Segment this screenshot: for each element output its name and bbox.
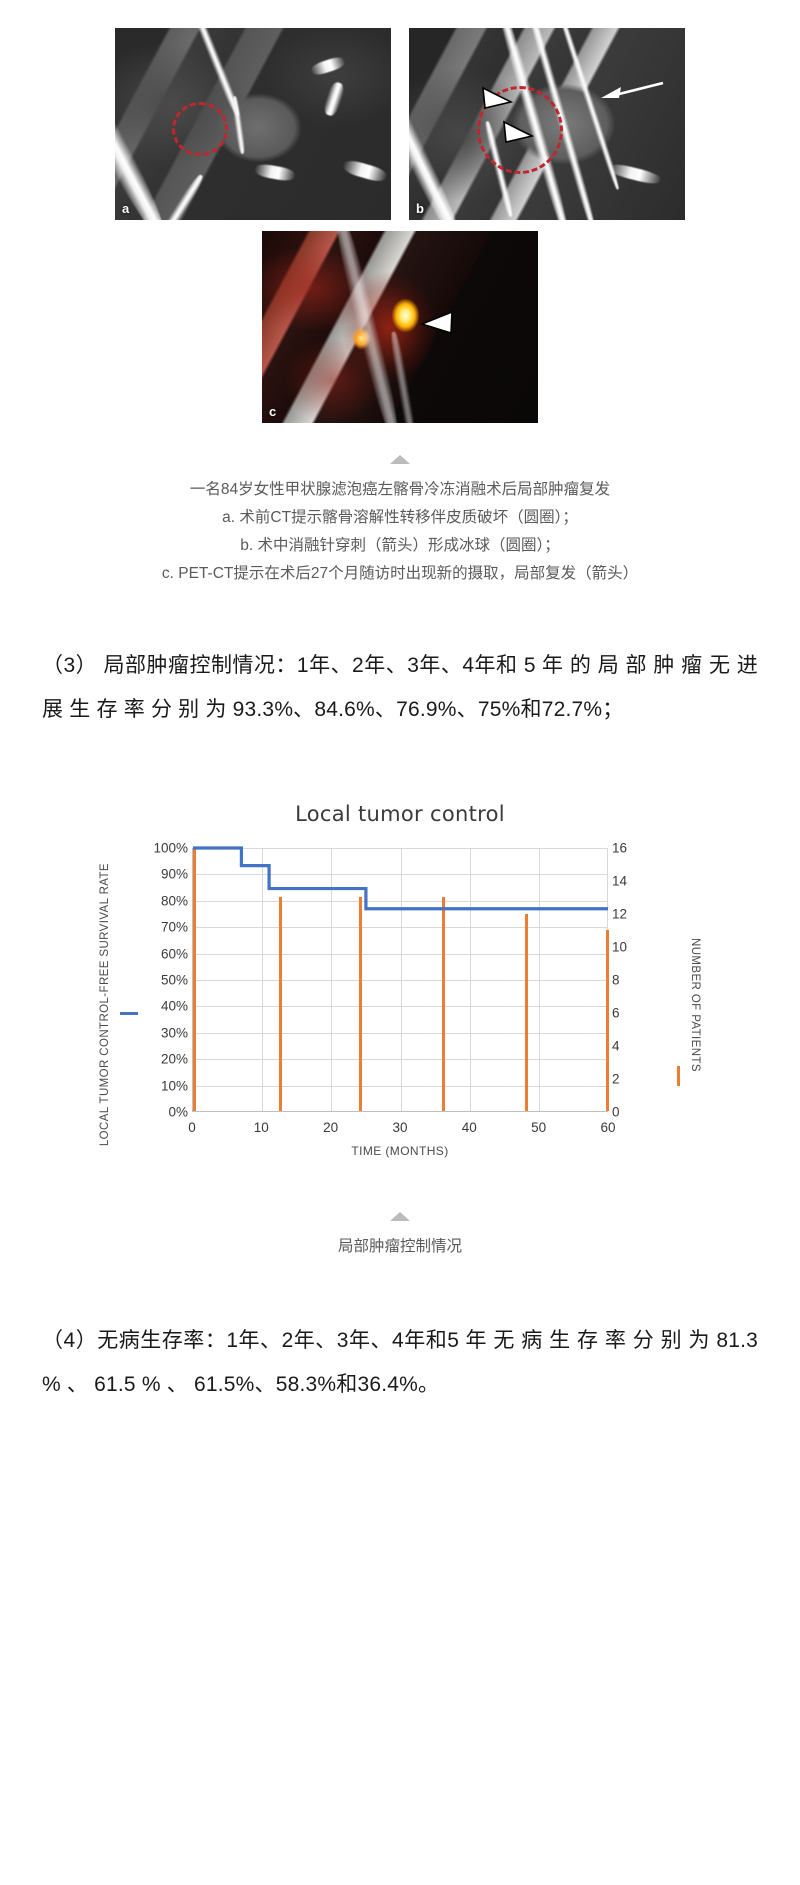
y-tick-label: 90% — [160, 866, 188, 882]
gridline-v — [262, 848, 264, 1111]
y2-tick-label: 14 — [612, 873, 628, 889]
y-axis-title-right: NUMBER OF PATIENTS — [684, 840, 706, 1170]
ct-image-row: a — [0, 28, 800, 220]
caption-line: a. 术前CT提示髂骨溶解性转移伴皮质破坏（圆圈）； — [222, 509, 578, 526]
petct-texture — [262, 231, 538, 423]
y2-tick-label: 0 — [612, 1104, 620, 1120]
y-tick-label: 100% — [153, 840, 188, 856]
paragraph-disease-free-survival: （4）无病生存率：1年、2年、3年、4年和5 年 无 病 生 存 率 分 别 为… — [42, 1329, 758, 1396]
petct-image: c — [262, 231, 538, 423]
x-tick-label: 20 — [323, 1120, 339, 1135]
figure1-caption: 一名84岁女性甲状腺滤泡癌左髂骨冷冻消融术后局部肿瘤复发 a. 术前CT提示髂骨… — [0, 476, 800, 588]
x-tick-label: 0 — [188, 1120, 196, 1135]
roi-circle-iceball — [477, 86, 563, 174]
gridline-v — [331, 848, 333, 1111]
triangle-up-icon — [390, 1212, 410, 1221]
arrowhead-icon — [503, 120, 535, 143]
chart-title: Local tumor control — [295, 802, 505, 826]
panel-letter-a: a — [122, 201, 130, 216]
long-arrow-icon — [601, 81, 664, 98]
intraop-ct-image: b — [409, 28, 685, 220]
x-axis-ticks: 0 10 20 30 40 50 60 — [188, 1120, 615, 1140]
caption-marker-1 — [0, 455, 800, 464]
patients-bar — [359, 897, 362, 1111]
y2-tick-label: 4 — [612, 1038, 620, 1054]
x-tick-label: 40 — [461, 1120, 477, 1135]
y-tick-label: 50% — [160, 972, 188, 988]
y2-tick-label: 16 — [612, 840, 628, 856]
panel-letter-c: c — [269, 404, 277, 419]
y2-tick-label: 8 — [612, 972, 620, 988]
paragraph-local-tumor-control: （3） 局部肿瘤控制情况：1年、2年、3年、4年和 5 年 的 局 部 肿 瘤 … — [42, 654, 758, 721]
petct-image-row: c — [0, 231, 800, 423]
figure-imaging-block: a — [0, 0, 800, 588]
y-tick-label: 40% — [160, 998, 188, 1014]
y-tick-label: 80% — [160, 893, 188, 909]
figure-chart-block: Local tumor control LOCAL TUMOR CONTROL-… — [0, 802, 800, 1261]
preop-ct-image: a — [115, 28, 391, 220]
y-tick-label: 0% — [168, 1104, 188, 1120]
y-axis-title-right-text: NUMBER OF PATIENTS — [689, 938, 701, 1072]
x-tick-label: 50 — [531, 1120, 547, 1135]
x-tick-label: 60 — [600, 1120, 616, 1135]
x-axis-title: TIME (MONTHS) — [351, 1144, 449, 1158]
y2-tick-label: 12 — [612, 906, 628, 922]
y-axis-title-left: LOCAL TUMOR CONTROL-FREE SURVIVAL RATE — [94, 840, 116, 1170]
panel-letter-b: b — [416, 201, 424, 216]
y-tick-label: 20% — [160, 1051, 188, 1067]
patients-bar — [525, 913, 528, 1111]
y-tick-label: 60% — [160, 946, 188, 962]
y-axis-title-left-text: LOCAL TUMOR CONTROL-FREE SURVIVAL RATE — [99, 863, 111, 1147]
chart-plot-area — [192, 848, 609, 1112]
gridline-v — [469, 848, 471, 1111]
legend-key-survival-line — [120, 1012, 138, 1015]
roi-circle-lesion — [172, 102, 228, 156]
y2-tick-label: 2 — [612, 1071, 620, 1087]
x-tick-label: 30 — [392, 1120, 408, 1135]
y-tick-label: 30% — [160, 1025, 188, 1041]
gridline-v — [538, 848, 540, 1111]
caption-line: 一名84岁女性甲状腺滤泡癌左髂骨冷冻消融术后局部肿瘤复发 — [189, 481, 611, 498]
patients-bar — [279, 897, 283, 1111]
caption-marker-2 — [0, 1212, 800, 1221]
y-tick-label: 70% — [160, 919, 188, 935]
patients-bar — [605, 930, 609, 1111]
figure2-caption: 局部肿瘤控制情况 — [337, 1238, 462, 1255]
y2-tick-label: 6 — [612, 1005, 620, 1021]
y-tick-label: 10% — [160, 1078, 188, 1094]
arrowhead-icon — [482, 86, 514, 109]
legend-key-patients-bar — [677, 1066, 680, 1086]
local-tumor-control-chart: LOCAL TUMOR CONTROL-FREE SURVIVAL RATE N… — [90, 840, 710, 1170]
triangle-up-icon — [390, 455, 410, 464]
survival-step-line — [193, 848, 608, 1111]
x-tick-label: 10 — [253, 1120, 269, 1135]
caption-line: b. 术中消融针穿刺（箭头）形成冰球（圆圈）； — [240, 537, 560, 554]
y2-tick-label: 10 — [612, 939, 628, 955]
patients-bar — [442, 897, 445, 1111]
gridline-v — [400, 848, 402, 1111]
ct-texture — [115, 28, 391, 220]
arrowhead-icon — [419, 310, 453, 335]
patients-bar — [193, 848, 196, 1111]
caption-line: c. PET-CT提示在术后27个月随访时出现新的摄取，局部复发（箭头） — [161, 565, 639, 582]
